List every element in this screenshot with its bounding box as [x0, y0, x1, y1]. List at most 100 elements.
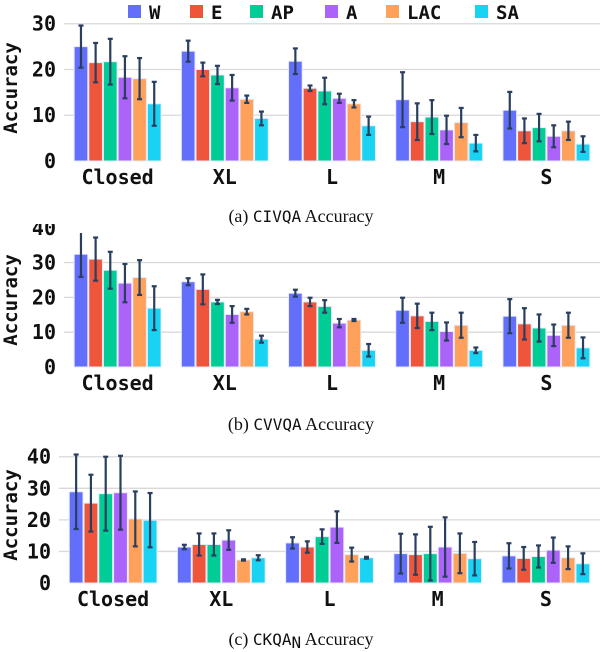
error-bar	[292, 47, 298, 76]
x-tick-label: Closed	[81, 371, 153, 395]
legend-swatch	[386, 5, 399, 18]
legend-label: LAC	[407, 2, 441, 24]
chart-2: 0 10 20 30 40 Accuracy Closed XL L M S (b) CVVQA Ac…	[0, 216, 600, 435]
caption-prefix: (b)	[228, 414, 254, 435]
error-bar	[78, 24, 84, 69]
bar-w-xl	[180, 281, 196, 368]
bar-sa-xl	[250, 557, 266, 584]
error-bar	[181, 543, 187, 551]
y-axis-title: Accuracy	[0, 254, 22, 346]
bar-e-l	[302, 301, 318, 368]
legend-item-e: E	[190, 2, 222, 24]
error-bar	[472, 540, 478, 577]
error-bar	[536, 112, 542, 143]
error-bar	[580, 336, 586, 360]
error-bar	[444, 114, 450, 146]
error-bar	[351, 99, 357, 109]
error-bar	[400, 296, 406, 324]
error-bar	[229, 73, 235, 102]
error-bar	[400, 71, 406, 129]
bar-w-xl	[180, 50, 196, 162]
y-tick-label: 10	[32, 103, 56, 127]
error-bar	[185, 39, 191, 63]
x-tick-label: L	[326, 371, 338, 395]
legend-swatch	[475, 5, 488, 18]
error-bar	[244, 307, 250, 316]
error-bar	[107, 250, 113, 290]
x-tick-label: S	[540, 587, 552, 611]
x-tick-label: M	[432, 587, 444, 611]
error-bar	[565, 311, 571, 339]
error-bar	[366, 342, 372, 358]
error-bar	[413, 533, 419, 576]
error-bar	[442, 516, 448, 578]
x-tick-label: M	[433, 371, 445, 395]
legend-swatch	[128, 5, 141, 18]
error-bar	[211, 532, 217, 557]
legend-item-ap: AP	[250, 2, 294, 24]
error-bar	[290, 536, 296, 550]
error-bar	[429, 99, 435, 136]
y-tick-label: 20	[32, 285, 56, 309]
error-bar	[78, 233, 84, 278]
caption-dataset: CIVQA	[253, 207, 302, 226]
error-bar	[322, 76, 328, 106]
error-bar	[151, 80, 157, 127]
error-bar	[429, 311, 435, 332]
bar-e-l	[302, 87, 318, 162]
legend-item-a: A	[325, 2, 358, 24]
error-bar	[473, 346, 479, 355]
error-bar	[258, 334, 264, 344]
error-bar	[427, 525, 433, 582]
error-bar	[565, 120, 571, 142]
error-bar	[366, 115, 372, 137]
error-bar	[507, 90, 513, 130]
y-tick-label: 0	[44, 355, 56, 379]
y-tick-label: 40	[27, 445, 51, 469]
bar-a-l	[332, 97, 347, 162]
caption-prefix: (c)	[228, 629, 252, 650]
error-bar	[200, 61, 206, 78]
error-bar	[229, 304, 235, 324]
error-bar	[122, 262, 128, 304]
error-bar	[103, 455, 109, 532]
error-bar	[521, 545, 527, 571]
bar-lac-xl	[239, 98, 255, 162]
caption-suffix: Accuracy	[302, 414, 374, 434]
error-bar	[147, 491, 153, 549]
legend-label: E	[211, 2, 222, 24]
y-axis-title: Accuracy	[0, 469, 22, 561]
error-bar	[521, 117, 527, 145]
error-bar	[458, 311, 464, 339]
y-tick-label: 20	[32, 57, 56, 81]
error-bar	[550, 536, 556, 564]
error-bar	[349, 546, 355, 563]
error-bar	[414, 102, 420, 142]
error-bar	[117, 454, 123, 531]
error-bar	[307, 296, 313, 308]
legend-label: W	[149, 2, 161, 24]
error-bar	[88, 473, 94, 533]
error-bar	[93, 41, 99, 84]
x-tick-label: XL	[213, 371, 237, 395]
error-bar	[398, 532, 404, 575]
error-bar	[551, 323, 557, 348]
error-bar	[473, 133, 479, 153]
error-bar	[336, 92, 342, 104]
caption-suffix: Accuracy	[301, 206, 373, 226]
bar-lac-xl	[239, 311, 255, 368]
bar-w-l	[288, 292, 303, 368]
x-tick-label: M	[433, 165, 445, 189]
caption: (a) CIVQA Accuracy	[228, 206, 373, 227]
error-bar	[107, 37, 113, 86]
error-bar	[258, 110, 264, 127]
caption-suffix: Accuracy	[301, 629, 373, 649]
bar-lac-l	[346, 103, 362, 162]
error-bar	[521, 307, 527, 341]
x-tick-label: L	[326, 165, 338, 189]
error-bar	[304, 540, 310, 554]
x-tick-label: XL	[213, 165, 237, 189]
x-tick-label: Closed	[81, 165, 153, 189]
error-bar	[122, 55, 128, 100]
